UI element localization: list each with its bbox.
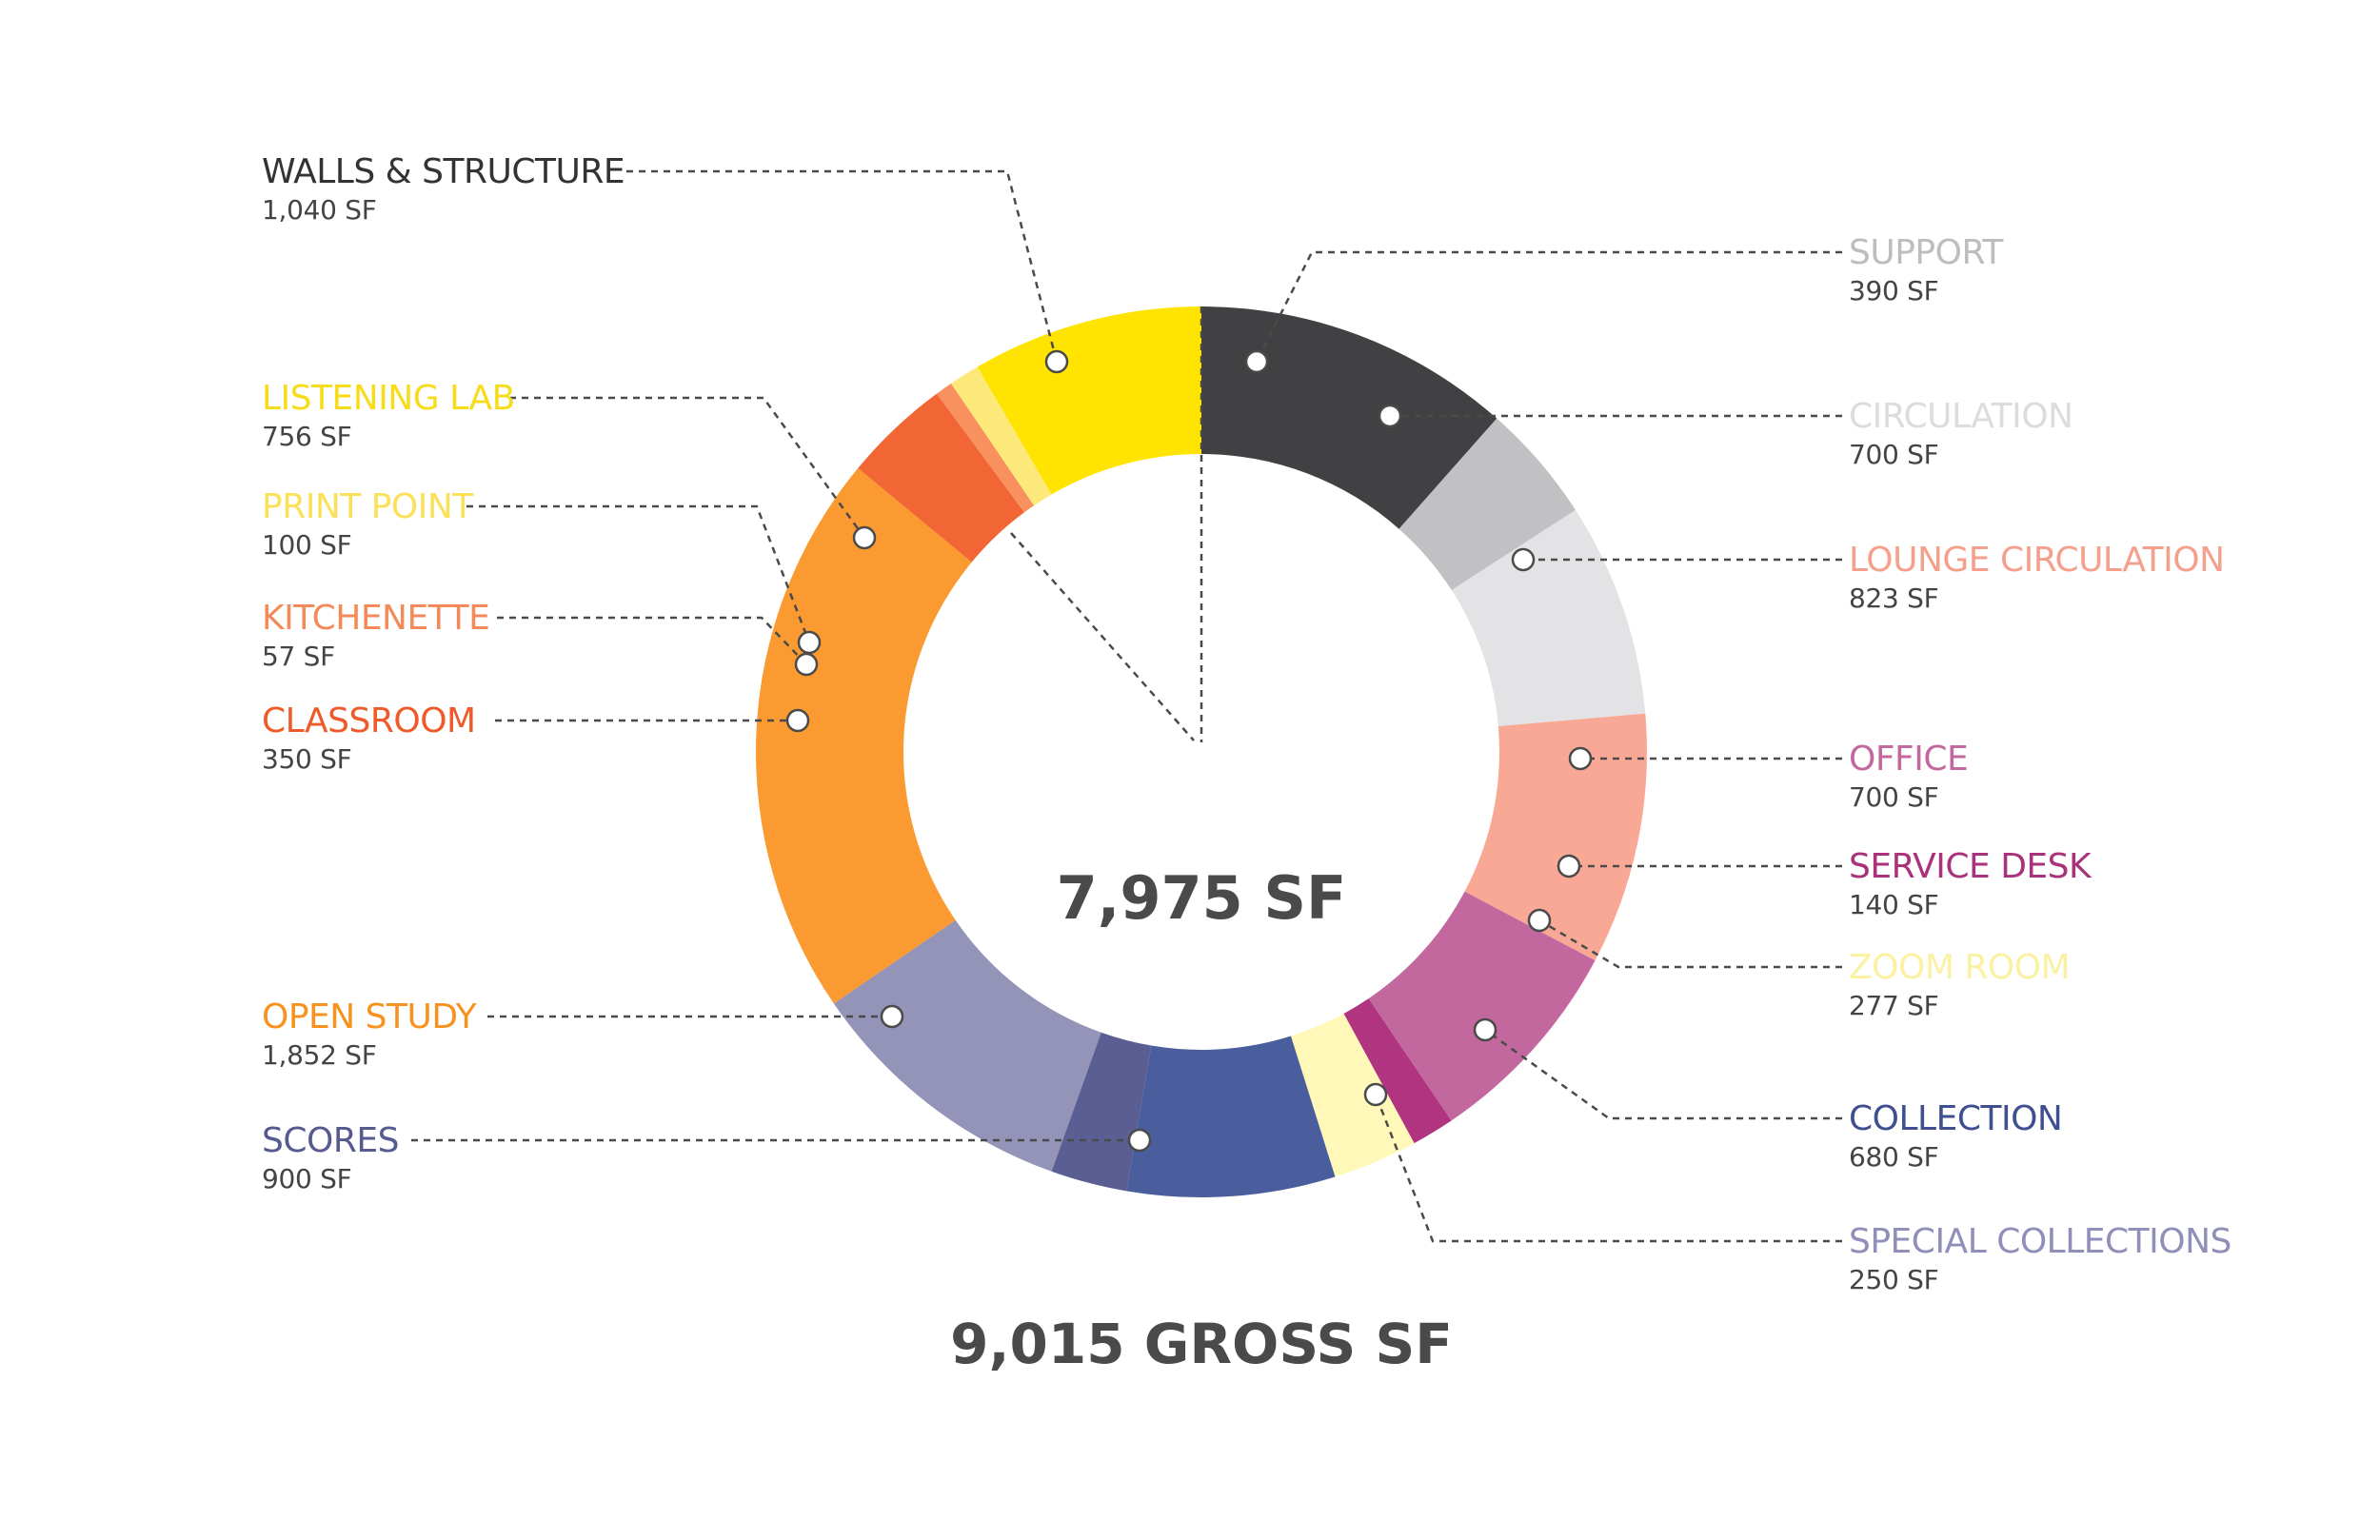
- value-collection: 680 SF: [1849, 1141, 1938, 1173]
- leader-zoom-room: [1538, 918, 1842, 969]
- leader-support: [1255, 250, 1842, 363]
- label-print-point: PRINT POINT: [262, 487, 474, 526]
- label-service-desk: SERVICE DESK: [1849, 847, 2092, 886]
- leader-kitchenette: [497, 616, 807, 665]
- leader-dot-lounge-circulation: [1511, 547, 1536, 572]
- value-scores: 900 SF: [262, 1163, 351, 1194]
- slice-service-desk: [1343, 998, 1452, 1144]
- leader-special-collections: [1374, 1094, 1842, 1243]
- label-scores: SCORES: [262, 1121, 399, 1160]
- value-walls-and-structure: 1,040 SF: [262, 194, 377, 226]
- value-open-study: 1,852 SF: [262, 1039, 377, 1071]
- slice-scores: [833, 919, 1101, 1172]
- value-special-collections: 250 SF: [1849, 1264, 1938, 1295]
- leader-dot-kitchenette: [794, 652, 819, 677]
- slice-special-collections: [1051, 1032, 1152, 1192]
- label-lounge-circulation: LOUNGE CIRCULATION: [1849, 541, 2225, 580]
- leader-dot-zoom-room: [1527, 908, 1552, 933]
- leader-lines: [411, 169, 1842, 1243]
- leader-print-point: [466, 504, 811, 643]
- slice-kitchenette: [936, 383, 1035, 513]
- label-office: OFFICE: [1849, 740, 1968, 779]
- leader-collection: [1484, 1028, 1842, 1120]
- slice-office: [1368, 891, 1596, 1121]
- label-walls-and-structure: WALLS & STRUCTURE: [262, 152, 625, 191]
- slice-open-study: [756, 467, 972, 1004]
- value-zoom-room: 277 SF: [1849, 990, 1938, 1021]
- label-support: SUPPORT: [1849, 233, 2004, 272]
- value-support: 390 SF: [1849, 275, 1938, 306]
- gross-total-title: 9,015 GROSS SF: [950, 1312, 1453, 1376]
- leader-dot-circulation: [1378, 404, 1402, 428]
- value-kitchenette: 57 SF: [262, 641, 335, 672]
- leader-dot-support: [1244, 349, 1269, 374]
- leader-dot-scores: [1127, 1128, 1152, 1153]
- slice-collection: [1126, 1036, 1336, 1197]
- leader-dot-walls-and-structure: [1044, 349, 1069, 374]
- label-listening-lab: LISTENING LAB: [262, 379, 515, 418]
- slice-listening-lab: [977, 306, 1201, 495]
- leader-dots: [785, 349, 1593, 1153]
- label-kitchenette: KITCHENETTE: [262, 599, 489, 638]
- leader-dot-print-point: [797, 630, 822, 655]
- slice-walls-and-structure: [1201, 306, 1497, 529]
- leader-listening-lab: [509, 396, 866, 539]
- center-radial-line-2: [1010, 532, 1195, 741]
- label-classroom: CLASSROOM: [262, 701, 476, 740]
- slice-support: [1398, 418, 1576, 591]
- value-circulation: 700 SF: [1849, 439, 1938, 470]
- value-service-desk: 140 SF: [1849, 889, 1938, 920]
- slice-lounge-circulation: [1464, 713, 1648, 961]
- leader-walls-and-structure: [626, 169, 1059, 363]
- label-special-collections: SPECIAL COLLECTIONS: [1849, 1222, 2231, 1261]
- slice-classroom: [858, 393, 1024, 563]
- leader-dot-collection: [1473, 1017, 1497, 1042]
- value-lounge-circulation: 823 SF: [1849, 582, 1938, 614]
- label-collection: COLLECTION: [1849, 1099, 2062, 1138]
- leader-dot-service-desk: [1557, 854, 1581, 879]
- label-zoom-room: ZOOM ROOM: [1849, 948, 2070, 987]
- label-circulation: CIRCULATION: [1849, 397, 2073, 436]
- value-classroom: 350 SF: [262, 743, 351, 775]
- slice-print-point: [951, 366, 1052, 506]
- value-print-point: 100 SF: [262, 529, 351, 561]
- leader-dot-listening-lab: [852, 525, 877, 550]
- center-total-label: 7,975 SF: [1057, 863, 1347, 933]
- slice-circulation: [1451, 509, 1646, 727]
- label-open-study: OPEN STUDY: [262, 997, 478, 1037]
- donut-slices: [756, 306, 1648, 1197]
- leader-dot-special-collections: [1363, 1082, 1388, 1107]
- leader-dot-open-study: [880, 1004, 904, 1029]
- value-listening-lab: 756 SF: [262, 421, 351, 452]
- leader-dot-classroom: [785, 708, 810, 733]
- slice-zoom-room: [1290, 1013, 1415, 1177]
- leader-dot-office: [1568, 746, 1593, 771]
- value-office: 700 SF: [1849, 781, 1938, 813]
